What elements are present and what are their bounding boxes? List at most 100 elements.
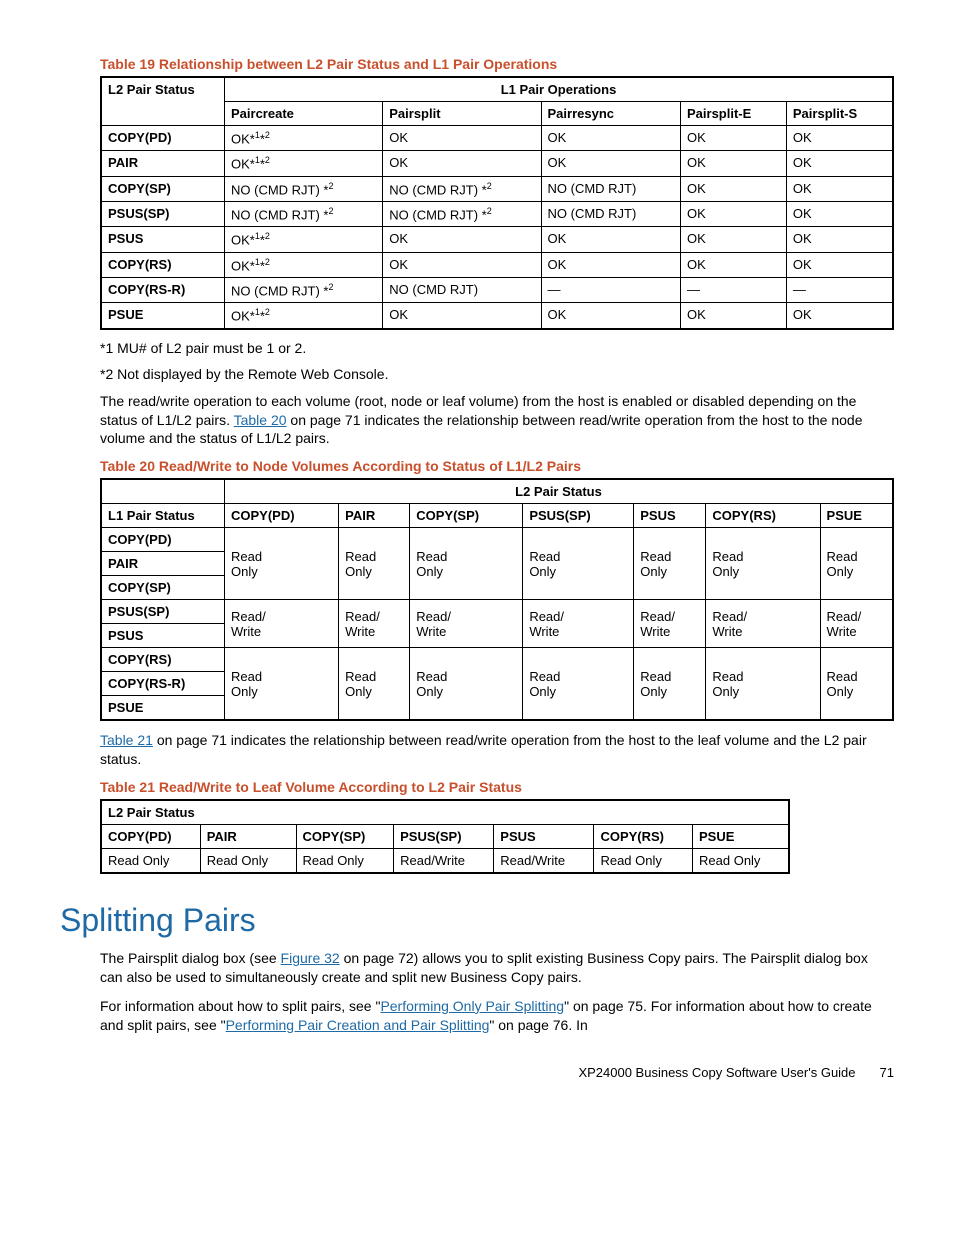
t20-cell: ReadOnly xyxy=(225,528,339,600)
t20-cell: ReadOnly xyxy=(339,528,410,600)
t19-col: Pairsplit xyxy=(383,102,541,126)
t19-row-label: COPY(RS-R) xyxy=(101,277,225,302)
t21-col: PSUS(SP) xyxy=(394,825,494,849)
link-pair-creation-splitting[interactable]: Performing Pair Creation and Pair Splitt… xyxy=(226,1017,490,1033)
t20-cell: ReadOnly xyxy=(820,648,893,721)
t19-cell: OK xyxy=(541,252,681,277)
t21-col: COPY(SP) xyxy=(296,825,394,849)
t20-row-label: COPY(RS-R) xyxy=(101,672,225,696)
t20-cell: ReadOnly xyxy=(634,528,706,600)
t19-cell: OK xyxy=(786,201,893,226)
t19-row-label: COPY(SP) xyxy=(101,176,225,201)
t19-cell: OK*1*2 xyxy=(225,303,383,329)
t19-cell: NO (CMD RJT) xyxy=(541,176,681,201)
t20-cell: ReadOnly xyxy=(634,648,706,721)
t19-cell: OK xyxy=(383,126,541,151)
split-p1: The Pairsplit dialog box (see Figure 32 … xyxy=(100,949,894,987)
t19-cell: OK xyxy=(681,176,787,201)
t20-cell: Read/Write xyxy=(634,600,706,648)
para2: Table 21 on page 71 indicates the relati… xyxy=(100,731,894,769)
t19-cell: OK xyxy=(383,227,541,252)
t19-cell: NO (CMD RJT) *2 xyxy=(225,176,383,201)
t21-cell: Read/Write xyxy=(494,849,594,874)
t19-row-label: PSUS xyxy=(101,227,225,252)
table20: L2 Pair Status L1 Pair Status COPY(PD)PA… xyxy=(100,478,894,721)
t19-col: Pairresync xyxy=(541,102,681,126)
t19-row-label: COPY(RS) xyxy=(101,252,225,277)
t20-row-label: COPY(PD) xyxy=(101,528,225,552)
table20-caption: Table 20 Read/Write to Node Volumes Acco… xyxy=(100,458,894,474)
t19-cell: OK xyxy=(681,201,787,226)
link-table20[interactable]: Table 20 xyxy=(234,412,287,428)
t20-cell: ReadOnly xyxy=(339,648,410,721)
link-only-pair-splitting[interactable]: Performing Only Pair Splitting xyxy=(380,998,564,1014)
t19-cell: OK xyxy=(383,303,541,329)
t21-cell: Read Only xyxy=(693,849,789,874)
section-splitting-pairs: Splitting Pairs xyxy=(60,902,894,939)
t19-row-label: COPY(PD) xyxy=(101,126,225,151)
t21-cell: Read Only xyxy=(200,849,296,874)
t19-left-head: L2 Pair Status xyxy=(101,77,225,126)
t19-cell: OK xyxy=(786,252,893,277)
t21-cell: Read Only xyxy=(594,849,693,874)
t20-col: COPY(SP) xyxy=(410,504,523,528)
t20-cell: ReadOnly xyxy=(820,528,893,600)
t19-cell: OK xyxy=(383,252,541,277)
t20-col: PAIR xyxy=(339,504,410,528)
t19-col: Pairsplit-E xyxy=(681,102,787,126)
note1: *1 MU# of L2 pair must be 1 or 2. xyxy=(100,340,894,356)
t20-row-label: PSUE xyxy=(101,696,225,721)
link-figure32[interactable]: Figure 32 xyxy=(281,950,340,966)
t19-cell: — xyxy=(681,277,787,302)
t20-row-label: COPY(SP) xyxy=(101,576,225,600)
t20-cell: Read/Write xyxy=(339,600,410,648)
t20-cell: ReadOnly xyxy=(410,528,523,600)
t20-row-label: COPY(RS) xyxy=(101,648,225,672)
t19-cell: OK xyxy=(383,151,541,176)
t20-cell: ReadOnly xyxy=(523,648,634,721)
t19-cell: OK xyxy=(786,176,893,201)
t21-col: PSUS xyxy=(494,825,594,849)
t21-col: COPY(RS) xyxy=(594,825,693,849)
t21-col: PSUE xyxy=(693,825,789,849)
t19-cell: OK xyxy=(541,227,681,252)
t19-cell: OK xyxy=(681,151,787,176)
t19-row-label: PSUE xyxy=(101,303,225,329)
t19-group-head: L1 Pair Operations xyxy=(225,77,894,102)
para1: The read/write operation to each volume … xyxy=(100,392,894,449)
t20-cell: ReadOnly xyxy=(706,648,820,721)
split-p2: For information about how to split pairs… xyxy=(100,997,894,1035)
t19-cell: NO (CMD RJT) *2 xyxy=(225,201,383,226)
t19-cell: OK*1*2 xyxy=(225,252,383,277)
t19-cell: OK xyxy=(681,303,787,329)
t19-cell: OK xyxy=(786,227,893,252)
t20-cell: Read/Write xyxy=(523,600,634,648)
t20-left-head: L1 Pair Status xyxy=(101,504,225,528)
t20-col: PSUS(SP) xyxy=(523,504,634,528)
t21-cell: Read/Write xyxy=(394,849,494,874)
t19-cell: OK xyxy=(541,303,681,329)
t19-cell: NO (CMD RJT) *2 xyxy=(383,176,541,201)
t21-cell: Read Only xyxy=(296,849,394,874)
t19-cell: NO (CMD RJT) xyxy=(541,201,681,226)
t19-cell: OK xyxy=(681,126,787,151)
t19-col: Paircreate xyxy=(225,102,383,126)
t21-col: PAIR xyxy=(200,825,296,849)
t20-cell: Read/Write xyxy=(706,600,820,648)
t19-cell: OK*1*2 xyxy=(225,151,383,176)
t20-cell: Read/Write xyxy=(225,600,339,648)
t19-row-label: PAIR xyxy=(101,151,225,176)
t19-cell: OK xyxy=(786,126,893,151)
t19-cell: NO (CMD RJT) *2 xyxy=(383,201,541,226)
t20-row-label: PSUS xyxy=(101,624,225,648)
t20-cell: ReadOnly xyxy=(225,648,339,721)
link-table21[interactable]: Table 21 xyxy=(100,732,153,748)
t20-cell: ReadOnly xyxy=(523,528,634,600)
t19-col: Pairsplit-S xyxy=(786,102,893,126)
t20-col: PSUS xyxy=(634,504,706,528)
t19-cell: OK xyxy=(541,151,681,176)
t20-col: COPY(PD) xyxy=(225,504,339,528)
note2: *2 Not displayed by the Remote Web Conso… xyxy=(100,366,894,382)
t19-cell: NO (CMD RJT) xyxy=(383,277,541,302)
t20-row-label: PAIR xyxy=(101,552,225,576)
